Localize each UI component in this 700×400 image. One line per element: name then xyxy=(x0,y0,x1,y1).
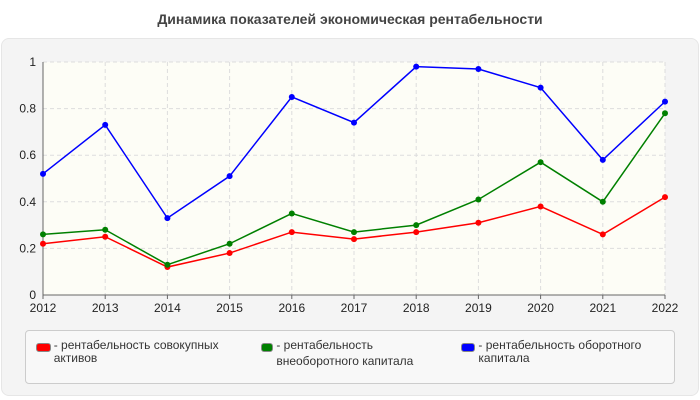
y-tick-label: 0 xyxy=(29,288,36,302)
x-tick-label: 2013 xyxy=(92,301,119,315)
data-point xyxy=(351,119,357,126)
data-point xyxy=(537,203,544,210)
data-point xyxy=(599,231,606,238)
data-point xyxy=(475,196,482,203)
legend-swatch xyxy=(36,343,51,352)
legend-label: - рентабельность совокупных активов xyxy=(53,338,219,365)
data-point xyxy=(475,219,482,226)
data-point xyxy=(599,156,606,163)
data-point xyxy=(164,215,171,222)
data-point xyxy=(413,63,420,70)
data-point xyxy=(413,229,420,236)
data-point xyxy=(102,121,109,128)
legend-swatch xyxy=(461,343,476,352)
x-tick-label: 2018 xyxy=(403,301,430,315)
data-point xyxy=(662,194,668,201)
data-point xyxy=(662,110,668,117)
x-tick-label: 2015 xyxy=(216,301,243,315)
data-point xyxy=(40,240,46,247)
data-point xyxy=(40,231,46,238)
data-point xyxy=(226,250,233,257)
x-tick-label: 2016 xyxy=(278,301,305,315)
x-tick-label: 2017 xyxy=(341,301,368,315)
data-point xyxy=(226,173,233,180)
x-tick-label: 2021 xyxy=(589,301,616,315)
x-tick-label: 2019 xyxy=(465,301,492,315)
data-point xyxy=(413,222,420,229)
data-point xyxy=(537,159,544,166)
x-tick-label: 2022 xyxy=(652,301,679,315)
data-point xyxy=(102,233,109,240)
legend-swatch xyxy=(261,343,274,352)
data-point xyxy=(288,229,295,236)
data-point xyxy=(288,93,295,100)
y-tick-label: 0.6 xyxy=(19,148,36,162)
legend-item-current[interactable]: - рентабельность оборотного капитала xyxy=(461,339,671,365)
data-point xyxy=(102,226,109,233)
x-tick-label: 2012 xyxy=(30,301,57,315)
data-point xyxy=(351,236,357,243)
y-tick-label: 0.8 xyxy=(19,102,36,116)
data-point xyxy=(288,210,295,217)
legend-item-noncurrent[interactable]: - рентабельность внеоборотного капитала xyxy=(261,338,451,369)
chart-title: Динамика показателей экономическая рента… xyxy=(157,11,543,27)
data-point xyxy=(537,84,544,91)
legend-label: - рентабельность внеоборотного капитала xyxy=(276,338,414,368)
data-point xyxy=(662,98,668,105)
legend-label: - рентабельность оборотного капитала xyxy=(478,338,642,365)
data-point xyxy=(164,261,171,268)
data-point xyxy=(475,65,482,72)
data-point xyxy=(599,198,606,205)
data-point xyxy=(226,240,233,247)
y-tick-label: 1 xyxy=(29,55,36,69)
y-tick-label: 0.2 xyxy=(19,241,36,255)
data-point xyxy=(351,229,357,236)
legend: - рентабельность совокупных активов - ре… xyxy=(25,330,675,384)
y-tick-label: 0.4 xyxy=(19,195,36,209)
legend-item-assets[interactable]: - рентабельность совокупных активов xyxy=(36,339,246,365)
data-point xyxy=(40,170,46,177)
x-tick-label: 2014 xyxy=(154,301,181,315)
x-tick-label: 2020 xyxy=(527,301,554,315)
